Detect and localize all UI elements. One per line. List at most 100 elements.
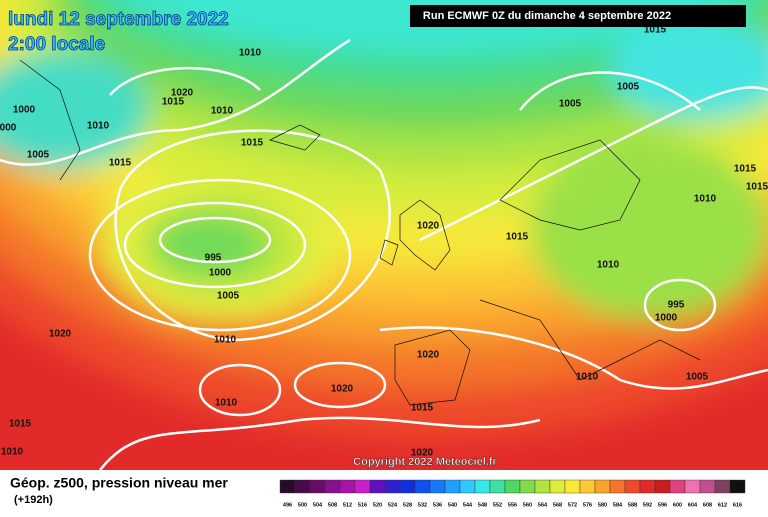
isobar-label: 1020: [171, 88, 194, 99]
scale-swatch: [729, 479, 746, 494]
scale-swatch: [714, 479, 731, 494]
scale-swatch: [549, 479, 566, 494]
scale-label: 516: [358, 502, 367, 508]
scale-swatch: [639, 479, 656, 494]
lead-time: (+192h): [14, 494, 53, 506]
scale-swatch: [294, 479, 311, 494]
scale-swatch: [609, 479, 626, 494]
title: lundi 12 septembre 2022: [8, 9, 229, 30]
scale-label: 612: [718, 502, 727, 508]
run-info: Run ECMWF 0Z du dimanche 4 septembre 202…: [423, 10, 671, 22]
copyright: Copyright 2022 Meteociel.fr: [353, 456, 497, 468]
scale-label: 528: [403, 502, 412, 508]
scale-label: 520: [373, 502, 382, 508]
scale-swatch: [444, 479, 461, 494]
scale-label: 568: [553, 502, 562, 508]
scale-label: 504: [313, 502, 323, 508]
scale-label: 600: [673, 502, 682, 508]
scale-label: 580: [598, 502, 607, 508]
scale-label: 536: [433, 502, 442, 508]
scale-label: 608: [703, 502, 712, 508]
scale-label: 496: [283, 502, 292, 508]
isobar-label: 1015: [746, 182, 768, 193]
run-box: [410, 5, 746, 27]
scale-swatch: [474, 479, 491, 494]
isobar-label: 1015: [9, 419, 32, 430]
isobar-label: 1015: [109, 158, 132, 169]
scale-swatch: [324, 479, 341, 494]
scale-swatch: [669, 479, 686, 494]
scale-swatch: [579, 479, 596, 494]
isobar-label: 1000: [209, 268, 232, 279]
scale-swatch: [594, 479, 611, 494]
isobar-label: 1010: [694, 194, 717, 205]
isobar-label: 995: [205, 253, 222, 264]
scale-swatch: [279, 479, 296, 494]
isobar-label: 1015: [411, 403, 434, 414]
isobar-label: 1010: [597, 260, 620, 271]
isobar-label: 995: [668, 300, 685, 311]
subtitle: 2:00 locale: [8, 34, 105, 55]
isobar-label: 1010: [576, 372, 599, 383]
scale-label: 500: [298, 502, 307, 508]
scale-swatch: [699, 479, 716, 494]
isobar-label: 1005: [27, 150, 50, 161]
isobar-label: 1000: [655, 313, 678, 324]
isobar-label: 1010: [239, 48, 262, 59]
scale-swatch: [339, 479, 356, 494]
isobar-label: 1015: [241, 138, 264, 149]
isobar-label: 1005: [559, 99, 582, 110]
scale-swatch: [354, 479, 371, 494]
scale-label: 540: [448, 502, 457, 508]
scale-swatch: [414, 479, 431, 494]
scale-swatch: [429, 479, 446, 494]
scale-label: 560: [523, 502, 532, 508]
scale-label: 588: [628, 502, 637, 508]
scale-swatch: [489, 479, 506, 494]
isobar-label: 1005: [217, 291, 240, 302]
scale-label: 532: [418, 502, 427, 508]
scale-label: 556: [508, 502, 517, 508]
isobar-label: 1005: [686, 372, 709, 383]
isobar-label: 1020: [331, 384, 354, 395]
scale-swatch: [624, 479, 641, 494]
scale-swatch: [564, 479, 581, 494]
isobar-label: 1015: [734, 164, 757, 175]
scale-label: 552: [493, 502, 502, 508]
scale-label: 596: [658, 502, 667, 508]
scale-swatch: [519, 479, 536, 494]
isobar-label: 1010: [87, 121, 110, 132]
scale-label: 544: [463, 502, 473, 508]
scale-swatch: [369, 479, 386, 494]
isobar-label: 1020: [49, 329, 72, 340]
scale-label: 548: [478, 502, 487, 508]
isobar-label: 1010: [215, 398, 238, 409]
isobar-label: 1020: [417, 350, 440, 361]
legend-title: Géop. z500, pression niveau mer: [10, 475, 228, 491]
isobar-label: 1010: [214, 335, 237, 346]
isobar-label: 1010: [211, 106, 234, 117]
isobar-label: 1005: [617, 82, 640, 93]
scale-label: 564: [538, 502, 548, 508]
scale-swatch: [654, 479, 671, 494]
scale-swatch: [504, 479, 521, 494]
scale-label: 592: [643, 502, 652, 508]
scale-swatch: [384, 479, 401, 494]
scale-swatch: [534, 479, 551, 494]
scale-label: 572: [568, 502, 577, 508]
coastlines: [19, 59, 701, 406]
scale-label: 524: [388, 502, 398, 508]
scale-label: 512: [343, 502, 352, 508]
isobar-label: 1015: [162, 97, 185, 108]
isobar-label: 1010: [1, 447, 24, 458]
isobar-label: 1020: [411, 448, 434, 459]
scale-label: 508: [328, 502, 337, 508]
scale-swatch: [399, 479, 416, 494]
scale-swatch: [459, 479, 476, 494]
isobar-label: 1015: [506, 232, 529, 243]
scale-label: 584: [613, 502, 623, 508]
scale-label: 616: [733, 502, 742, 508]
isobar-label: 1000: [13, 105, 36, 116]
isobar-label: 000: [0, 123, 17, 134]
